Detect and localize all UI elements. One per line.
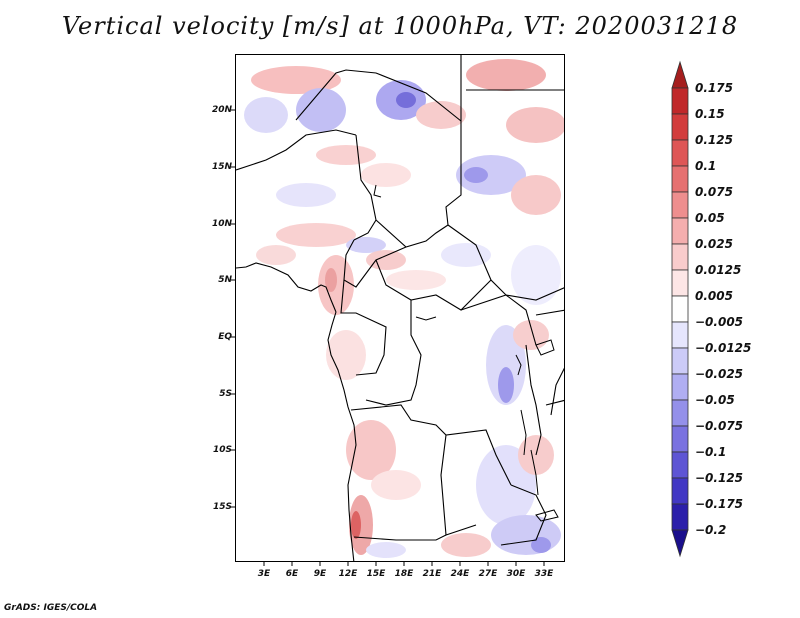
colorbar-swatch xyxy=(671,165,689,193)
lon-label-30e: 30E xyxy=(506,569,526,579)
lat-label-20n: 20N xyxy=(211,105,232,115)
colorbar-label: 0.05 xyxy=(695,211,725,225)
colorbar-label: −0.075 xyxy=(695,419,744,433)
colorbar-swatch xyxy=(671,113,689,141)
colorbar-swatch xyxy=(671,87,689,115)
colorbar-label: 0.175 xyxy=(695,81,733,95)
colorbar-swatch xyxy=(671,451,689,479)
colorbar-swatch xyxy=(671,503,689,531)
colorbar-swatch xyxy=(671,373,689,401)
lat-label-5s: 5S xyxy=(219,389,232,399)
colorbar-swatch xyxy=(671,139,689,167)
colorbar-label: 0.075 xyxy=(695,185,733,199)
lat-label-10s: 10S xyxy=(212,445,232,455)
colorbar-label: −0.175 xyxy=(695,497,744,511)
colorbar-swatch xyxy=(671,477,689,505)
lat-label-10n: 10N xyxy=(211,219,232,229)
lakes xyxy=(373,184,559,522)
lon-label-27e: 27E xyxy=(478,569,498,579)
colorbar-label: 0.0125 xyxy=(695,263,742,277)
colorbar-swatch xyxy=(671,217,689,245)
colorbar-label: 0.125 xyxy=(695,133,733,147)
lon-label-6e: 6E xyxy=(285,569,299,579)
colorbar-swatch xyxy=(671,425,689,453)
lat-label-5n: 5N xyxy=(218,275,232,285)
lon-label-18e: 18E xyxy=(394,569,414,579)
lon-label-21e: 21E xyxy=(422,569,442,579)
map-panel xyxy=(235,54,565,562)
colorbar-label: −0.05 xyxy=(695,393,735,407)
colorbar-label: −0.025 xyxy=(695,367,744,381)
colorbar-top-arrow xyxy=(671,60,689,89)
colorbar-label: 0.15 xyxy=(695,107,725,121)
lon-label-9e: 9E xyxy=(313,569,327,579)
colorbar-label: −0.1 xyxy=(695,445,727,459)
field-shading xyxy=(244,59,564,558)
colorbar-label: −0.125 xyxy=(695,471,744,485)
colorbar-swatch xyxy=(671,191,689,219)
colorbar-swatch xyxy=(671,269,689,297)
coastlines-borders xyxy=(236,55,564,561)
lat-label-15n: 15N xyxy=(211,162,232,172)
lon-label-12e: 12E xyxy=(338,569,358,579)
lon-label-33e: 33E xyxy=(534,569,554,579)
lat-label-eq: EQ xyxy=(218,332,232,342)
vertical-velocity-field xyxy=(236,55,564,561)
colorbar-label: 0.1 xyxy=(695,159,717,173)
grads-credit: GrADS: IGES/COLA xyxy=(4,603,98,613)
colorbar-bottom-arrow xyxy=(671,529,689,558)
lat-label-15s: 15S xyxy=(212,502,232,512)
colorbar-label: 0.005 xyxy=(695,289,733,303)
colorbar-swatch xyxy=(671,347,689,375)
lon-label-3e: 3E xyxy=(257,569,271,579)
colorbar-label: −0.0125 xyxy=(695,341,752,355)
colorbar-label: 0.025 xyxy=(695,237,733,251)
colorbar-label: −0.005 xyxy=(695,315,744,329)
map-title: Vertical velocity [m/s] at 1000hPa, VT: … xyxy=(61,12,739,40)
colorbar-label: −0.2 xyxy=(695,523,727,537)
lon-label-15e: 15E xyxy=(366,569,386,579)
colorbar-swatch xyxy=(671,399,689,427)
colorbar-swatch xyxy=(671,243,689,271)
lon-label-24e: 24E xyxy=(450,569,470,579)
colorbar-swatch xyxy=(671,321,689,349)
colorbar-swatch xyxy=(671,295,689,323)
